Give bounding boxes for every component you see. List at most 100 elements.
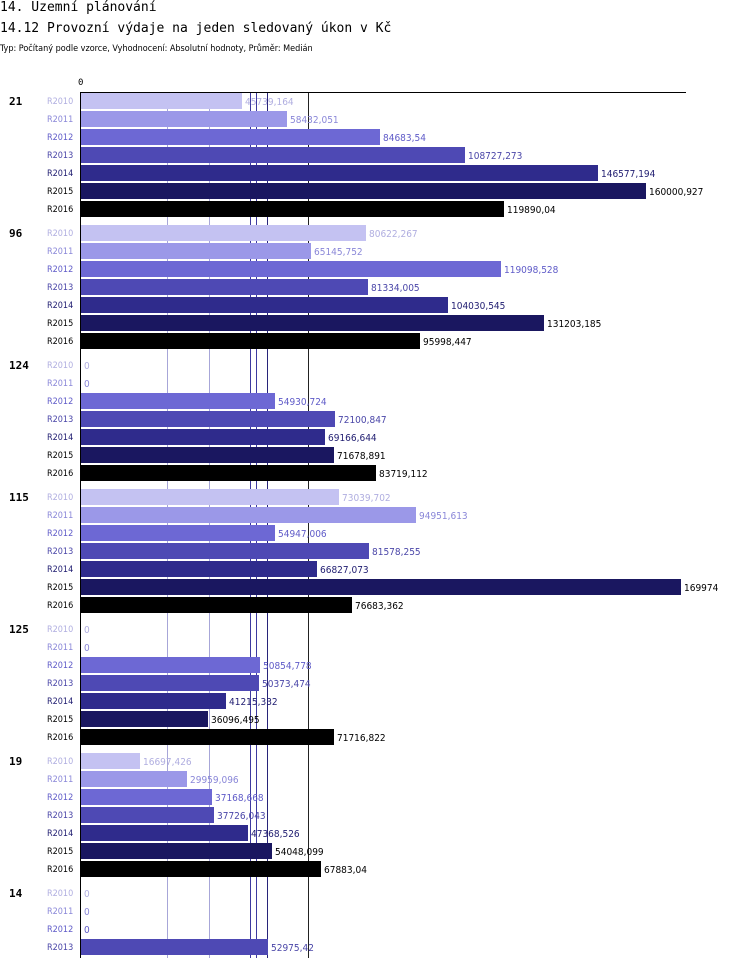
- x-axis-zero-label: 0: [78, 78, 83, 88]
- data-label: 52975,42: [271, 943, 314, 954]
- series-label: R2014: [47, 433, 73, 443]
- data-label: 36096,495: [211, 715, 260, 726]
- bar: [81, 411, 335, 427]
- group-label: 115: [9, 491, 29, 504]
- data-label: 69166,644: [328, 433, 377, 444]
- series-label: R2016: [47, 337, 73, 347]
- bar: [81, 843, 272, 859]
- bar: [81, 261, 501, 277]
- series-label: R2011: [47, 775, 73, 785]
- page-title: 14. Územní plánování: [0, 0, 157, 15]
- series-label: R2013: [47, 283, 73, 293]
- data-label: 45739,164: [245, 97, 294, 108]
- data-label: 169974: [684, 583, 719, 594]
- data-label: 71678,891: [337, 451, 386, 462]
- bar: [81, 465, 376, 481]
- data-label: 54048,099: [275, 847, 324, 858]
- group-label: 96: [9, 227, 23, 240]
- series-label: R2012: [47, 529, 73, 539]
- data-label: 29959,096: [190, 775, 239, 786]
- data-label: 65145,752: [314, 247, 363, 258]
- data-label: 66827,073: [320, 565, 369, 576]
- series-label: R2012: [47, 133, 73, 143]
- series-label: R2012: [47, 397, 73, 407]
- bar: [81, 297, 448, 313]
- bar: [81, 447, 334, 463]
- series-label: R2010: [47, 625, 73, 635]
- series-label: R2012: [47, 265, 73, 275]
- data-label: 50373,474: [262, 679, 311, 690]
- data-label: 0: [84, 643, 90, 654]
- data-label: 94951,613: [419, 511, 468, 522]
- bar: [81, 129, 380, 145]
- data-label: 76683,362: [355, 601, 404, 612]
- bar: [81, 225, 366, 241]
- series-label: R2015: [47, 583, 73, 593]
- data-label: 47368,526: [251, 829, 300, 840]
- data-label: 0: [84, 625, 90, 636]
- data-label: 0: [84, 889, 90, 900]
- bar: [81, 807, 214, 823]
- series-label: R2014: [47, 301, 73, 311]
- data-label: 84683,54: [383, 133, 426, 144]
- data-label: 80622,267: [369, 229, 418, 240]
- series-label: R2012: [47, 793, 73, 803]
- bar: [81, 429, 325, 445]
- series-label: R2010: [47, 493, 73, 503]
- series-label: R2015: [47, 187, 73, 197]
- series-label: R2015: [47, 319, 73, 329]
- bar: [81, 861, 321, 877]
- series-label: R2011: [47, 379, 73, 389]
- data-label: 54930,724: [278, 397, 327, 408]
- series-label: R2013: [47, 547, 73, 557]
- data-label: 0: [84, 925, 90, 936]
- data-label: 0: [84, 907, 90, 918]
- data-label: 37726,043: [217, 811, 266, 822]
- data-label: 73039,702: [342, 493, 391, 504]
- bar: [81, 201, 504, 217]
- data-label: 81578,255: [372, 547, 421, 558]
- series-label: R2016: [47, 733, 73, 743]
- data-label: 81334,005: [371, 283, 420, 294]
- series-label: R2016: [47, 469, 73, 479]
- series-label: R2010: [47, 757, 73, 767]
- bar: [81, 561, 317, 577]
- data-label: 104030,545: [451, 301, 505, 312]
- chart-subtitle: 14.12 Provozní výdaje na jeden sledovaný…: [0, 21, 392, 36]
- bar: [81, 315, 544, 331]
- data-label: 41215,332: [229, 697, 278, 708]
- bar: [81, 789, 212, 805]
- data-label: 146577,194: [601, 169, 656, 180]
- bar: [81, 93, 242, 109]
- series-label: R2014: [47, 697, 73, 707]
- bar: [81, 489, 339, 505]
- chart-meta: Typ: Počítaný podle vzorce, Vyhodnocení:…: [0, 44, 313, 54]
- series-label: R2013: [47, 415, 73, 425]
- series-label: R2010: [47, 229, 73, 239]
- bar: [81, 579, 681, 595]
- series-label: R2013: [47, 943, 73, 953]
- bar: [81, 597, 352, 613]
- series-label: R2010: [47, 361, 73, 371]
- bar: [81, 825, 248, 841]
- bar: [81, 333, 420, 349]
- series-label: R2013: [47, 151, 73, 161]
- series-label: R2016: [47, 205, 73, 215]
- series-label: R2016: [47, 865, 73, 875]
- bar: [81, 279, 368, 295]
- series-label: R2011: [47, 511, 73, 521]
- series-label: R2016: [47, 601, 73, 611]
- group-label: 21: [9, 95, 23, 108]
- bar: [81, 753, 140, 769]
- data-label: 131203,185: [547, 319, 601, 330]
- bar: [81, 657, 260, 673]
- bar: [81, 543, 369, 559]
- bar: [81, 243, 311, 259]
- series-label: R2014: [47, 169, 73, 179]
- bar: [81, 111, 287, 127]
- bar: [81, 183, 646, 199]
- data-label: 67883,04: [324, 865, 367, 876]
- series-label: R2011: [47, 115, 73, 125]
- bar: [81, 525, 275, 541]
- bar: [81, 507, 416, 523]
